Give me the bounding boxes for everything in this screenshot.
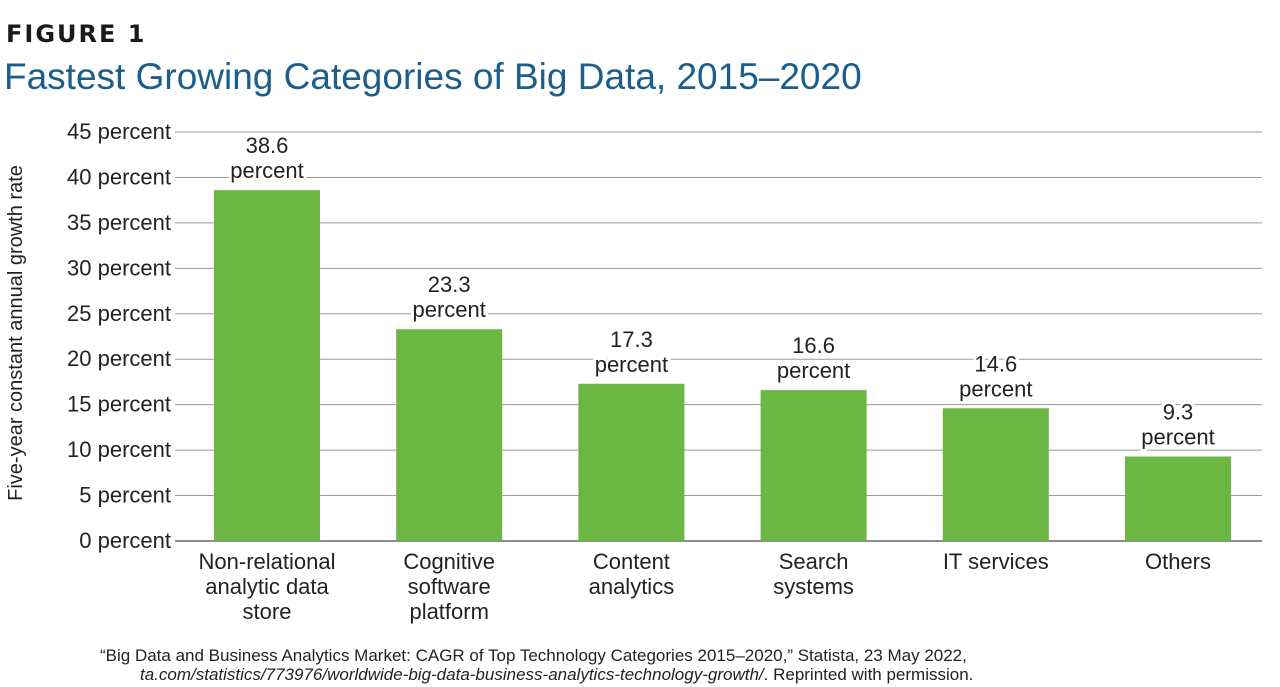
- x-tick-label: store: [243, 599, 292, 624]
- value-label: 14.6: [974, 351, 1017, 376]
- y-axis-title: Five-year constant annual growth rate: [5, 165, 27, 501]
- value-label: 16.6: [792, 333, 835, 358]
- x-tick-label: software: [408, 574, 491, 599]
- x-tick-label: Others: [1145, 549, 1211, 574]
- y-tick-label: 20 percent: [67, 346, 171, 371]
- value-labels: 38.6percent23.3percent17.3percent16.6per…: [227, 130, 1217, 452]
- y-tick-label: 45 percent: [67, 119, 171, 144]
- bar: [760, 390, 867, 541]
- source-url: ta.com/statistics/773976/worldwide-big-d…: [140, 665, 764, 684]
- y-tick-label: 35 percent: [67, 210, 171, 235]
- source-suffix: . Reprinted with permission.: [763, 665, 974, 684]
- x-tick-label: platform: [409, 599, 488, 624]
- value-label: 38.6: [246, 133, 289, 158]
- value-label: 17.3: [610, 327, 653, 352]
- value-label: 23.3: [428, 272, 471, 297]
- x-tick-label: Search: [779, 549, 849, 574]
- bar: [942, 408, 1049, 541]
- x-tick-label: Content: [593, 549, 670, 574]
- bar: [396, 329, 503, 541]
- x-tick-label: analytics: [589, 574, 675, 599]
- bars: [214, 190, 1231, 541]
- bar: [578, 383, 685, 541]
- value-label: 9.3: [1163, 399, 1194, 424]
- y-tick-label: 15 percent: [67, 392, 171, 417]
- y-axis-ticks: 0 percent 5 percent 10 percent 15 percent 20…: [67, 119, 171, 553]
- gridlines: [175, 131, 1262, 542]
- value-label: percent: [230, 158, 303, 183]
- source-citation: “Big Data and Business Analytics Market:…: [100, 646, 973, 684]
- y-tick-label: 30 percent: [67, 255, 171, 280]
- value-label: percent: [595, 352, 668, 377]
- value-label: percent: [1141, 424, 1214, 449]
- bar: [214, 190, 320, 541]
- x-tick-label: analytic data: [205, 574, 329, 599]
- y-tick-label: 40 percent: [67, 164, 171, 189]
- value-label: percent: [413, 297, 486, 322]
- chart-title: Fastest Growing Categories of Big Data, …: [4, 56, 862, 97]
- source-line-2: ta.com/statistics/773976/worldwide-big-d…: [100, 665, 973, 684]
- x-tick-label: Non-relational: [199, 549, 336, 574]
- y-tick-label: 5 percent: [79, 483, 171, 508]
- source-line-1: “Big Data and Business Analytics Market:…: [100, 646, 967, 665]
- value-label: percent: [777, 358, 850, 383]
- x-tick-label: Cognitive: [403, 549, 495, 574]
- figure-label: FIGURE 1: [6, 20, 147, 48]
- bar-chart: 0 percent 5 percent 10 percent 15 percent 20…: [5, 119, 1262, 624]
- x-tick-label: IT services: [943, 549, 1049, 574]
- x-tick-label: systems: [773, 574, 854, 599]
- y-tick-label: 25 percent: [67, 301, 171, 326]
- value-label: percent: [959, 376, 1032, 401]
- y-tick-label: 0 percent: [79, 528, 171, 553]
- bar: [1125, 456, 1231, 541]
- y-tick-label: 10 percent: [67, 437, 171, 462]
